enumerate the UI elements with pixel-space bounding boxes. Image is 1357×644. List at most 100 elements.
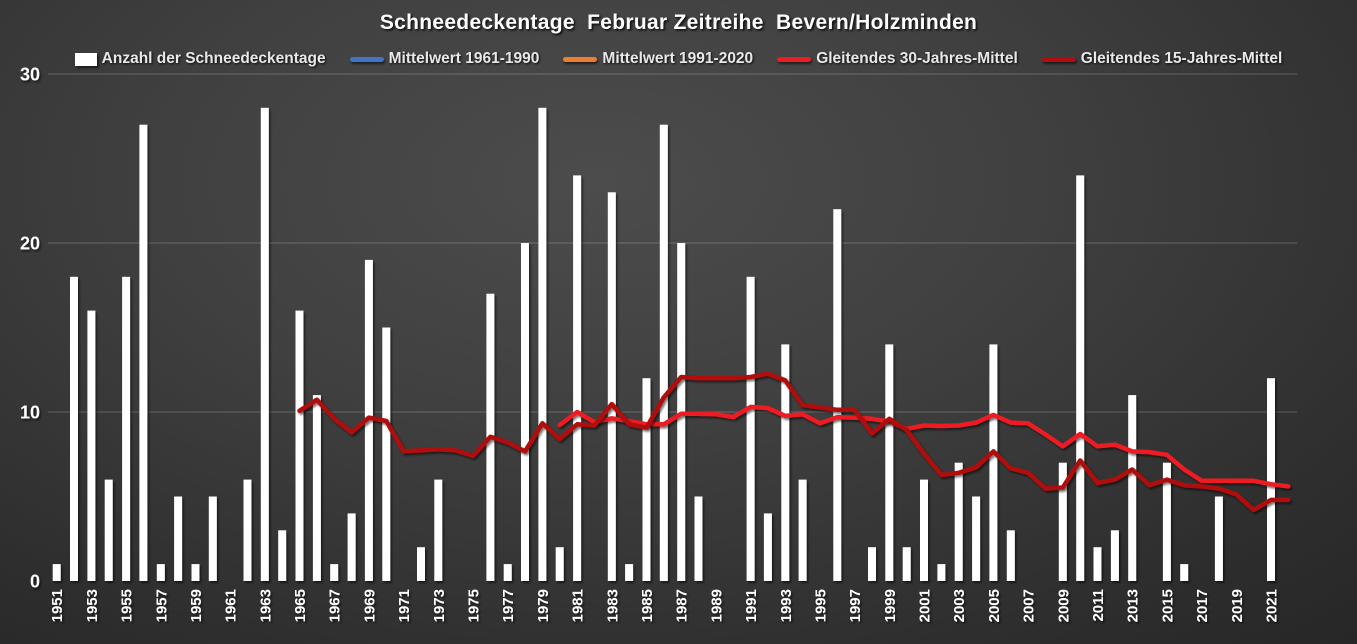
x-tick-1953: 1953 <box>84 589 101 622</box>
legend: Anzahl der Schneedeckentage Mittelwert 19… <box>20 50 1337 68</box>
bar-1962 <box>243 479 252 581</box>
bar-1957 <box>156 564 165 581</box>
x-tick-1961: 1961 <box>223 589 240 622</box>
bar-1993 <box>781 344 790 581</box>
legend-swatch-line <box>349 56 384 62</box>
bar-1955 <box>122 276 131 581</box>
legend-label: Anzahl der Schneedeckentage <box>101 50 326 67</box>
bar-1998 <box>868 547 876 581</box>
x-tick-1959: 1959 <box>188 589 205 622</box>
legend-swatch-line <box>563 56 598 62</box>
legend-label: Mittelwert 1961-1990 <box>388 50 540 67</box>
x-tick-2019: 2019 <box>1229 589 1246 622</box>
bar-2003 <box>954 462 963 581</box>
legend-item-4: Gleitendes 15-Jahres-Mittel <box>1041 50 1283 68</box>
legend-item-2: Mittelwert 1991-2020 <box>563 50 753 68</box>
bar-1984 <box>625 564 634 581</box>
bar-1986 <box>659 124 668 581</box>
x-tick-1989: 1989 <box>708 589 725 622</box>
bar-1979 <box>538 107 547 582</box>
x-tick-1987: 1987 <box>674 589 691 622</box>
bar-2010 <box>1076 175 1085 581</box>
legend-item-0: Anzahl der Schneedeckentage <box>74 50 326 68</box>
x-tick-2009: 2009 <box>1055 589 1072 622</box>
bar-1968 <box>347 513 356 581</box>
x-tick-1965: 1965 <box>292 589 309 622</box>
x-tick-2001: 2001 <box>917 589 934 622</box>
x-tick-1991: 1991 <box>743 589 760 622</box>
bar-1963 <box>260 107 269 582</box>
bar-1991 <box>746 276 755 581</box>
x-tick-2021: 2021 <box>1264 589 1281 622</box>
bar-1972 <box>417 547 425 581</box>
gridlines <box>48 73 1297 413</box>
bar-2011 <box>1093 547 1102 581</box>
legend-swatch-bar <box>74 52 97 66</box>
x-tick-1975: 1975 <box>466 589 483 622</box>
x-tick-2005: 2005 <box>986 589 1003 622</box>
bar-2015 <box>1162 462 1171 581</box>
bar-1951 <box>52 564 61 581</box>
bar-1964 <box>278 530 287 581</box>
x-tick-2003: 2003 <box>951 589 968 622</box>
x-tick-2007: 2007 <box>1021 589 1038 622</box>
x-tick-2015: 2015 <box>1159 589 1176 622</box>
bar-1954 <box>104 479 113 581</box>
bar-2004 <box>972 496 981 581</box>
x-tick-1981: 1981 <box>570 589 587 622</box>
x-tick-1997: 1997 <box>847 589 864 622</box>
x-tick-1999: 1999 <box>882 589 899 622</box>
bar-1973 <box>434 479 443 581</box>
bar-1994 <box>798 479 807 581</box>
x-tick-2013: 2013 <box>1125 589 1142 622</box>
x-tick-1951: 1951 <box>49 589 66 622</box>
bars-group <box>52 107 1275 582</box>
bar-2016 <box>1180 564 1189 581</box>
x-tick-1977: 1977 <box>500 589 517 622</box>
x-tick-1993: 1993 <box>778 589 795 622</box>
bar-2000 <box>902 547 911 581</box>
bar-2009 <box>1058 462 1067 581</box>
y-tick-0: 0 <box>30 572 40 592</box>
y-tick-20: 20 <box>20 234 40 254</box>
chart-title: Schneedeckentage Februar Zeitreihe Bever… <box>379 11 978 34</box>
bar-1952 <box>70 276 78 581</box>
x-tick-1971: 1971 <box>396 589 413 622</box>
bar-2001 <box>920 479 928 581</box>
legend-label: Mittelwert 1991-2020 <box>602 50 754 67</box>
bar-1959 <box>191 564 200 581</box>
line-gleitendes-30-jahres-mittel <box>557 404 1291 489</box>
bar-1983 <box>607 192 616 582</box>
legend-item-3: Gleitendes 30-Jahres-Mittel <box>777 50 1018 68</box>
bar-2018 <box>1214 496 1223 581</box>
legend-label: Gleitendes 15-Jahres-Mittel <box>1080 50 1283 67</box>
bar-1953 <box>87 310 96 581</box>
x-tick-1983: 1983 <box>604 589 621 622</box>
bar-1965 <box>295 310 304 581</box>
bar-2006 <box>1006 530 1015 581</box>
x-tick-1979: 1979 <box>535 589 552 622</box>
x-tick-1969: 1969 <box>361 589 378 622</box>
bar-1970 <box>382 327 391 581</box>
legend-swatch-line <box>777 56 812 62</box>
legend-item-1: Mittelwert 1961-1990 <box>349 50 540 68</box>
bar-2005 <box>989 344 998 581</box>
bar-1992 <box>763 513 772 581</box>
x-tick-1995: 1995 <box>813 589 830 622</box>
bar-1980 <box>555 547 564 581</box>
legend-swatch-line <box>1041 56 1076 62</box>
x-tick-1955: 1955 <box>119 589 136 622</box>
bar-2002 <box>937 564 946 581</box>
bar-1958 <box>174 496 183 581</box>
bar-1966 <box>312 395 321 581</box>
y-tick-30: 30 <box>20 65 40 85</box>
x-axis-labels: 1951 1953 1955 1957 1959 1961 1963 1965 1967 1969… <box>49 589 1280 622</box>
bar-2013 <box>1128 395 1137 581</box>
y-tick-10: 10 <box>20 403 40 423</box>
y-axis-labels: 0 10 20 30 <box>20 65 40 592</box>
bar-1999 <box>885 344 894 581</box>
x-tick-1963: 1963 <box>257 589 274 622</box>
bar-2012 <box>1110 530 1119 581</box>
bar-1960 <box>208 496 217 581</box>
x-tick-2017: 2017 <box>1194 589 1211 622</box>
